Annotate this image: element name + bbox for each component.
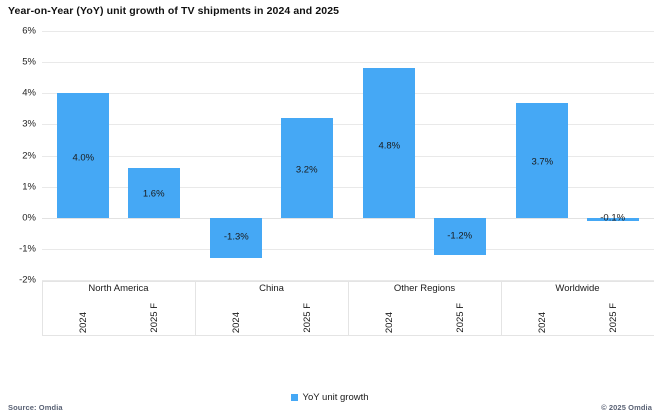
x-axis-group-separator <box>348 282 349 335</box>
y-axis-tick-label: 0% <box>22 212 36 224</box>
bar[interactable] <box>433 217 486 256</box>
x-axis-group-label: Other Regions <box>393 283 456 294</box>
x-axis-group-label: Worldwide <box>555 283 600 294</box>
x-axis-group-separator <box>195 282 196 335</box>
gridline <box>42 93 654 95</box>
source-note: Source: Omdia <box>8 403 63 412</box>
x-axis-group-label: North America <box>88 283 149 294</box>
x-axis-group-separator <box>42 282 43 335</box>
gridline <box>42 186 654 188</box>
gridline <box>42 31 654 32</box>
gridline <box>42 62 654 64</box>
chart-title: Year-on-Year (YoY) unit growth of TV shi… <box>8 5 340 17</box>
bar[interactable] <box>516 102 569 218</box>
gridline <box>42 155 654 157</box>
y-axis-tick-label: -2% <box>19 274 36 286</box>
bar-value-label: -1.2% <box>447 230 473 242</box>
x-axis-period-band: 2024 2025 F 2024 2025 F 2024 2025 F 2024 2025 F <box>42 281 654 336</box>
plot-area: 4.0% 1.6% -1.3% 3.2% 4.8% -1.2% 3.7% -0.1% <box>42 31 654 281</box>
copyright-note: © 2025 Omdia <box>601 403 652 412</box>
gridline <box>42 280 654 281</box>
bar[interactable] <box>57 93 110 218</box>
bar[interactable] <box>363 68 416 218</box>
bar-value-label: 3.7% <box>531 156 554 168</box>
gridline <box>42 124 654 126</box>
y-axis-tick-label: 6% <box>22 25 36 37</box>
bar[interactable] <box>586 217 639 221</box>
legend-swatch-icon <box>291 394 299 401</box>
gridline <box>42 217 654 219</box>
chart-legend: YoY unit growth <box>0 392 660 403</box>
bar-value-label: 4.8% <box>378 140 401 152</box>
y-axis: 6% 5% 4% 3% 2% 1% 0% -1% -2% <box>0 26 36 286</box>
bar[interactable] <box>280 118 333 218</box>
y-axis-tick-label: 1% <box>22 181 36 193</box>
x-axis-group-separator <box>501 282 502 335</box>
bar-value-label: 4.0% <box>72 152 95 164</box>
legend-label: YoY unit growth <box>302 392 369 403</box>
y-axis-tick-label: 3% <box>22 118 36 130</box>
y-axis-tick-label: 2% <box>22 150 36 161</box>
bar[interactable] <box>210 217 263 259</box>
x-axis-group-band: North America China Other Regions Worldwide <box>42 283 654 334</box>
y-axis-tick-label: -1% <box>19 243 36 255</box>
gridline <box>42 248 654 250</box>
y-axis-tick-label: 4% <box>22 87 36 99</box>
bar-value-label: -1.3% <box>223 231 249 243</box>
bar-value-label: -0.1% <box>600 212 626 224</box>
bar[interactable] <box>127 167 180 218</box>
y-axis-tick-label: 5% <box>22 56 36 68</box>
bar-value-label: 3.2% <box>295 164 318 176</box>
x-axis-group-label: China <box>259 283 284 294</box>
bar-value-label: 1.6% <box>142 188 165 200</box>
